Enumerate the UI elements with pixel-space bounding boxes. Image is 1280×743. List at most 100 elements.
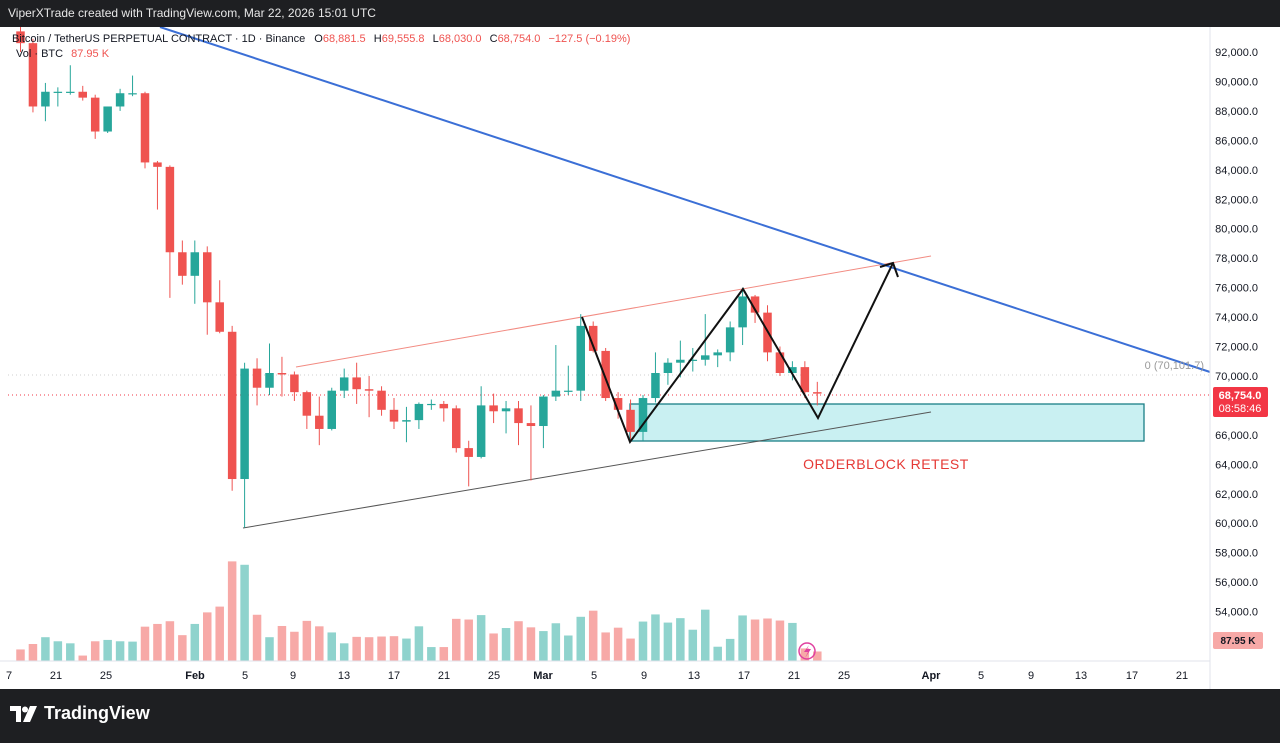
price-projection-path[interactable] — [581, 262, 894, 445]
candle-body[interactable] — [813, 392, 822, 394]
candle-body[interactable] — [339, 377, 349, 391]
volume-bar — [638, 621, 648, 661]
candle-body[interactable] — [551, 390, 561, 397]
volume-bar — [452, 618, 461, 661]
candle-body[interactable] — [103, 106, 112, 132]
candle-body[interactable] — [78, 91, 88, 98]
candle-body[interactable] — [165, 166, 175, 253]
volume-bar — [713, 646, 722, 661]
price-tick-label: 70,000.0 — [1215, 371, 1258, 383]
volume-bar — [315, 626, 324, 661]
candle-body[interactable] — [364, 389, 374, 391]
candle-body[interactable] — [402, 420, 411, 422]
candle-body[interactable] — [651, 373, 660, 399]
candle-body[interactable] — [588, 325, 598, 351]
orderblock-label: ORDERBLOCK RETEST — [803, 456, 969, 472]
candle-body[interactable] — [277, 373, 287, 375]
candle-body[interactable] — [663, 362, 673, 374]
volume-bar — [564, 635, 573, 661]
volume-bar — [203, 612, 212, 661]
time-tick-label: 25 — [838, 670, 850, 682]
candle-body[interactable] — [41, 91, 50, 107]
candle-body[interactable] — [252, 368, 262, 388]
time-tick-label: 5 — [591, 670, 597, 682]
price-tick-label: 56,000.0 — [1215, 577, 1258, 589]
candle-body[interactable] — [439, 403, 449, 409]
candle-body[interactable] — [302, 392, 312, 416]
lightning-icon[interactable] — [798, 642, 816, 660]
chart-panel[interactable]: ORDERBLOCK RETEST 0 (70,101.7) Bitcoin /… — [0, 25, 1280, 689]
candle-body[interactable] — [265, 373, 274, 388]
candle-body[interactable] — [290, 374, 299, 393]
candle-body[interactable] — [389, 409, 399, 422]
candle-body[interactable] — [140, 93, 150, 163]
time-tick-label: 21 — [788, 670, 800, 682]
candle-body[interactable] — [601, 350, 610, 399]
candle-body[interactable] — [427, 403, 436, 406]
candle-body[interactable] — [352, 377, 361, 390]
candle-body[interactable] — [800, 367, 810, 393]
candle-body[interactable] — [701, 355, 710, 360]
candle-body[interactable] — [66, 91, 75, 93]
time-tick-label: 7 — [6, 670, 12, 682]
candle-body[interactable] — [738, 296, 747, 328]
candle-body[interactable] — [90, 97, 100, 132]
candle-layer — [16, 25, 822, 528]
volume-bar — [813, 651, 822, 661]
candle-body[interactable] — [452, 408, 461, 449]
candle-body[interactable] — [775, 352, 785, 374]
candle-body[interactable] — [564, 390, 573, 392]
candle-body[interactable] — [688, 359, 698, 361]
candle-body[interactable] — [788, 367, 797, 374]
chart-svg[interactable]: ORDERBLOCK RETEST 0 (70,101.7) Bitcoin /… — [0, 25, 1280, 689]
descending-resistance-trendline[interactable] — [159, 26, 1211, 373]
price-axis[interactable]: 92,000.0 90,000.0 88,000.0 86,000.0 84,000.0… — [1215, 47, 1258, 619]
candle-body[interactable] — [514, 408, 523, 424]
price-tick-label: 82,000.0 — [1215, 194, 1258, 206]
candle-body[interactable] — [190, 252, 200, 276]
candle-body[interactable] — [725, 327, 735, 353]
candle-body[interactable] — [240, 368, 249, 480]
wedge-lower-trendline[interactable] — [242, 411, 932, 529]
candle-body[interactable] — [115, 93, 125, 107]
candle-body[interactable] — [613, 398, 623, 410]
candle-body[interactable] — [750, 296, 760, 313]
watermark-text: ViperXTrade created with TradingView.com… — [8, 6, 376, 20]
time-axis[interactable]: 7 21 25 Feb 5 9 13 17 21 25 Mar 5 9 13 17 21 25 Apr 5 9 13 17… — [6, 670, 1188, 682]
volume-bar — [128, 641, 137, 661]
candle-body[interactable] — [676, 359, 685, 363]
candle-body[interactable] — [315, 415, 324, 429]
candle-body[interactable] — [377, 390, 386, 410]
candle-body[interactable] — [713, 352, 722, 356]
volume-bar — [190, 623, 200, 661]
candle-body[interactable] — [464, 448, 473, 457]
candle-body[interactable] — [28, 43, 38, 107]
volume-bar — [626, 638, 635, 661]
orderblock-zone[interactable] — [629, 403, 1145, 442]
price-tick-label: 78,000.0 — [1215, 253, 1258, 265]
candle-body[interactable] — [203, 252, 212, 303]
candle-body[interactable] — [215, 302, 224, 332]
volume-bar — [489, 633, 498, 661]
tradingview-logo[interactable]: TradingView — [10, 703, 150, 724]
candle-body[interactable] — [626, 409, 635, 432]
candle-body[interactable] — [539, 396, 548, 427]
candle-body[interactable] — [53, 91, 63, 93]
candle-body[interactable] — [576, 325, 586, 391]
candle-body[interactable] — [638, 398, 648, 432]
candle-body[interactable] — [227, 331, 237, 480]
candle-body[interactable] — [178, 252, 187, 276]
candle-body[interactable] — [327, 390, 337, 429]
candle-body[interactable] — [414, 403, 424, 421]
candle-body[interactable] — [501, 408, 511, 412]
time-tick-label: 9 — [290, 670, 296, 682]
candle-body[interactable] — [16, 31, 25, 44]
volume-bar — [613, 627, 623, 661]
candle-body[interactable] — [476, 405, 486, 457]
wedge-upper-trendline[interactable] — [295, 255, 932, 368]
candle-body[interactable] — [153, 162, 162, 167]
time-tick-label: Apr — [922, 670, 942, 682]
candle-body[interactable] — [128, 93, 137, 95]
candle-body[interactable] — [526, 423, 536, 427]
candle-body[interactable] — [489, 405, 498, 412]
